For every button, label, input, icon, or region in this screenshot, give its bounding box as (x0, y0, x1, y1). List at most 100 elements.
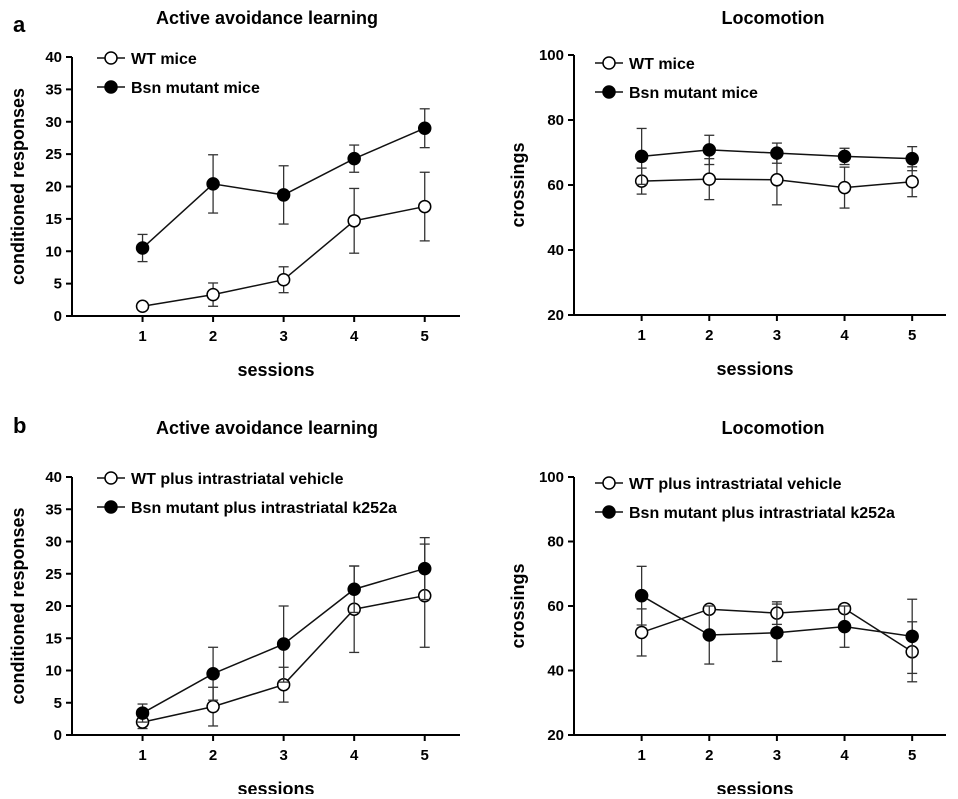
series-2 (634, 127, 919, 186)
x-tick-label: 4 (840, 327, 849, 344)
legend-marker-open (104, 471, 118, 485)
series-2 (135, 536, 432, 723)
x-tick-label: 3 (773, 747, 781, 764)
y-axis-label: crossings (508, 563, 528, 648)
legend-marker-open (104, 51, 118, 65)
data-point-filled (702, 143, 717, 157)
legend-marker-filled (602, 85, 616, 99)
y-tick-label: 40 (45, 469, 62, 486)
data-point-filled (634, 588, 649, 603)
chart-3: Active avoidance learning 0 5 10 15 20 25 30 35 4… (8, 418, 460, 799)
data-point-filled (702, 628, 717, 642)
data-point-filled (837, 619, 852, 634)
x-tick-label: 2 (705, 747, 713, 764)
x-tick-label: 2 (209, 747, 217, 764)
data-point-open (702, 172, 717, 186)
y-tick-label: 20 (45, 598, 62, 615)
x-tick-label: 3 (279, 747, 287, 764)
y-axis-label: crossings (508, 142, 528, 227)
data-point-filled (135, 241, 150, 255)
legend-label: Bsn mutant plus intrastriatal k252a (629, 505, 895, 522)
data-point-open (276, 272, 291, 287)
y-tick-label: 0 (54, 727, 62, 744)
data-point-filled (770, 626, 784, 640)
chart-title: Locomotion (722, 8, 825, 28)
legend-label: Bsn mutant mice (629, 85, 758, 102)
data-point-open (206, 287, 220, 302)
x-tick-label: 3 (279, 328, 287, 345)
series-2 (634, 565, 919, 675)
legend-marker-filled (602, 505, 616, 519)
data-point-open (347, 214, 361, 228)
y-tick-label: 40 (547, 663, 564, 680)
legend-label: WT plus intrastriatal vehicle (131, 471, 344, 488)
y-tick-label: 100 (539, 469, 564, 486)
data-point-filled (276, 188, 291, 202)
data-point-filled (347, 582, 361, 596)
legend: WT mice Bsn mutant mice (97, 51, 260, 97)
data-point-filled (770, 146, 784, 160)
y-tick-label: 30 (45, 534, 62, 551)
x-tick-label: 4 (840, 747, 849, 764)
x-tick-label: 3 (773, 327, 781, 344)
x-axis-label: sessions (237, 360, 314, 380)
data-point-filled (905, 151, 919, 166)
y-tick-label: 40 (547, 242, 564, 259)
data-point-filled (417, 561, 432, 576)
y-tick-label: 15 (45, 211, 62, 228)
y-tick-label: 60 (547, 598, 564, 615)
x-tick-label: 1 (637, 747, 645, 764)
data-point-filled (276, 637, 291, 651)
x-tick-label: 5 (421, 328, 429, 345)
data-point-filled (135, 706, 150, 720)
legend: WT plus intrastriatal vehicle Bsn mutant … (97, 471, 397, 517)
y-tick-label: 30 (45, 114, 62, 131)
x-tick-label: 1 (138, 328, 146, 345)
y-tick-label: 10 (45, 663, 62, 680)
y-tick-label: 20 (45, 179, 62, 196)
data-point-open (417, 199, 432, 214)
x-tick-label: 2 (705, 327, 713, 344)
legend-label: WT mice (629, 56, 695, 73)
legend-marker-open (602, 476, 616, 490)
y-tick-label: 15 (45, 630, 62, 647)
legend-marker-filled (104, 500, 118, 514)
x-tick-label: 5 (908, 327, 916, 344)
legend-marker-filled (104, 80, 118, 94)
y-tick-label: 25 (45, 566, 62, 583)
data-point-filled (634, 149, 649, 164)
data-point-open (905, 175, 919, 189)
data-point-filled (905, 629, 919, 644)
panel-label-b: b (13, 413, 27, 438)
x-tick-label: 5 (908, 747, 916, 764)
y-tick-label: 0 (54, 308, 62, 325)
series-2 (135, 108, 432, 263)
data-point-filled (417, 121, 432, 135)
x-axis-label: sessions (716, 359, 793, 379)
x-tick-label: 4 (350, 328, 359, 345)
data-point-filled (206, 177, 220, 191)
data-point-filled (347, 151, 361, 166)
legend-marker-open (602, 56, 616, 70)
data-point-open (634, 625, 649, 640)
data-point-open (770, 173, 784, 187)
chart-title: Locomotion (722, 418, 825, 438)
y-tick-label: 20 (547, 307, 564, 324)
y-tick-label: 5 (54, 276, 62, 293)
chart-4: Locomotion 20 40 60 80 100 1 2 3 4 5 sessions crossi… (508, 418, 946, 799)
y-tick-label: 35 (45, 501, 62, 518)
data-point-open (837, 180, 852, 195)
y-tick-label: 100 (539, 47, 564, 64)
x-tick-label: 1 (138, 747, 146, 764)
chart-1: Active avoidance learning051015202530354… (8, 8, 460, 380)
legend-label: Bsn mutant plus intrastriatal k252a (131, 500, 397, 517)
y-tick-label: 60 (547, 177, 564, 194)
chart-title: Active avoidance learning (156, 418, 378, 438)
x-tick-label: 5 (421, 747, 429, 764)
x-axis-label: sessions (716, 779, 793, 794)
y-tick-label: 10 (45, 243, 62, 260)
y-axis-label: conditioned responses (8, 507, 28, 704)
x-axis-label: sessions (237, 779, 314, 794)
